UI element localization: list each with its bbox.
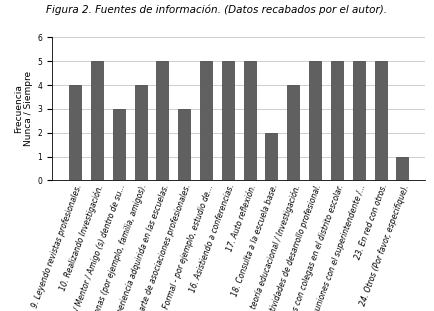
Bar [91, 61, 103, 180]
Bar [353, 61, 365, 180]
Bar [222, 61, 234, 180]
Bar [331, 61, 343, 180]
Bar [309, 61, 321, 180]
Bar [375, 61, 387, 180]
Bar [200, 61, 212, 180]
Bar [69, 85, 81, 180]
Bar [135, 85, 147, 180]
Bar [178, 109, 190, 180]
Bar [113, 109, 125, 180]
Bar [156, 61, 168, 180]
Bar [266, 133, 277, 180]
Bar [287, 85, 299, 180]
Bar [243, 61, 256, 180]
Text: Figura 2. Fuentes de información. (Datos recabados por el autor).: Figura 2. Fuentes de información. (Datos… [46, 5, 388, 15]
Bar [396, 156, 408, 180]
Y-axis label: Frecuencia
Nunca / Siempre: Frecuencia Nunca / Siempre [14, 71, 33, 146]
